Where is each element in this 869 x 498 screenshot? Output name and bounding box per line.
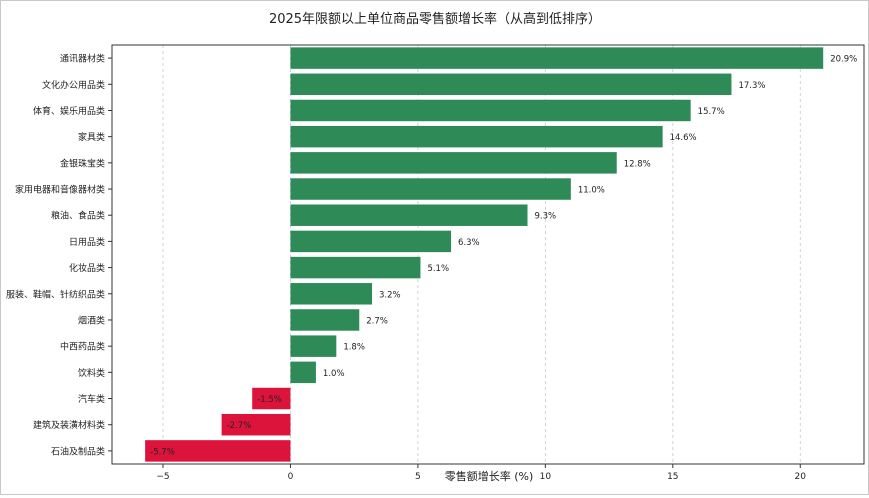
bar — [290, 361, 316, 384]
value-label: -1.5% — [257, 395, 282, 405]
category-label: 建筑及装潢材料类 — [33, 419, 105, 431]
value-label: 20.9% — [830, 55, 857, 65]
value-label: 14.6% — [670, 133, 697, 143]
chart-title: 2025年限额以上单位商品零售额增长率（从高到低排序） — [269, 11, 601, 27]
x-axis-label: 零售额增长率 (%) — [445, 469, 534, 483]
bar — [290, 152, 617, 174]
bar — [290, 230, 452, 253]
category-label: 日用品类 — [69, 236, 105, 248]
category-label: 文化办公用品类 — [42, 79, 105, 91]
category-label: 体育、娱乐用品类 — [33, 105, 105, 117]
plot-area — [111, 44, 865, 465]
bar — [221, 413, 291, 436]
category-label: 汽车类 — [78, 393, 105, 405]
value-label: 2.7% — [366, 316, 388, 326]
value-label: 17.3% — [738, 81, 765, 91]
category-label: 饮料类 — [78, 367, 105, 379]
category-label: 中西药品类 — [60, 341, 105, 353]
bar — [290, 204, 528, 226]
category-label: 烟酒类 — [78, 314, 105, 326]
bar — [290, 73, 732, 96]
bar — [290, 335, 337, 357]
bar — [290, 256, 421, 279]
x-tick-label: 10 — [540, 472, 552, 482]
bars-layer — [145, 47, 824, 462]
category-label: 石油及制品类 — [51, 445, 105, 457]
bar — [290, 309, 360, 331]
category-label: 通讯器材类 — [60, 53, 105, 65]
category-label: 家用电器和音像器材类 — [15, 184, 105, 196]
value-label: 9.3% — [535, 212, 557, 222]
value-label: 3.2% — [379, 290, 401, 300]
value-label: 12.8% — [624, 159, 651, 169]
value-label: 1.8% — [343, 343, 365, 353]
bar — [290, 125, 663, 148]
value-label: 11.0% — [578, 186, 605, 196]
bar — [252, 387, 291, 410]
value-label: -5.7% — [150, 447, 175, 457]
value-label: -2.7% — [227, 421, 252, 431]
value-label: 15.7% — [698, 107, 725, 117]
value-label: 1.0% — [323, 369, 345, 379]
labels-layer: 20.9% 17.3% 15.7% 14.6% 12.8% 11.0% 9.3% 6.3% 5.… — [150, 55, 857, 458]
category-label: 家具类 — [78, 131, 105, 143]
bar — [290, 47, 824, 69]
x-tick-label: 5 — [415, 472, 421, 482]
value-label: 5.1% — [427, 264, 449, 274]
bar — [290, 178, 571, 200]
bar — [145, 440, 291, 462]
bar — [290, 283, 373, 305]
x-tick-label: −5 — [156, 472, 169, 482]
category-label: 化妆品类 — [69, 262, 105, 274]
category-label: 粮油、食品类 — [51, 210, 105, 222]
category-label: 金银珠宝类 — [60, 157, 105, 169]
x-tick-label: 15 — [667, 472, 678, 482]
x-tick-label: 0 — [288, 472, 294, 482]
bar — [290, 99, 691, 122]
axis-layer: −5 0 5 10 15 20 通讯器材类文化办公用品类体育、娱乐用品类家具类金银珠宝类家用… — [6, 53, 806, 482]
category-label: 服装、鞋帽、针纺织品类 — [6, 288, 105, 300]
x-tick-label: 20 — [795, 472, 807, 482]
value-label: 6.3% — [458, 238, 480, 248]
